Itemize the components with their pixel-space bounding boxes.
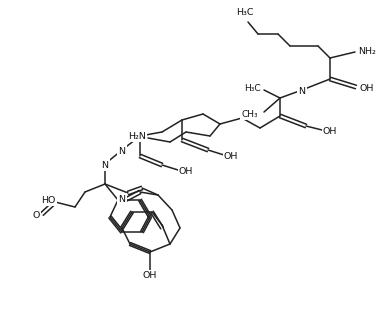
- Text: OH: OH: [360, 83, 374, 92]
- Text: H₃C: H₃C: [236, 8, 254, 17]
- Text: O: O: [33, 211, 40, 220]
- Text: OH: OH: [323, 127, 337, 136]
- Text: NH₂: NH₂: [358, 46, 376, 55]
- Text: OH: OH: [179, 166, 193, 175]
- Text: N: N: [119, 194, 125, 204]
- Text: OH: OH: [143, 271, 157, 280]
- Text: HO: HO: [42, 195, 56, 204]
- Text: N: N: [102, 160, 108, 169]
- Text: N: N: [119, 147, 125, 156]
- Text: CH₃: CH₃: [241, 109, 258, 118]
- Text: N: N: [298, 87, 305, 96]
- Text: H₂N: H₂N: [128, 131, 146, 140]
- Text: H₃C: H₃C: [244, 83, 261, 92]
- Text: OH: OH: [224, 151, 239, 160]
